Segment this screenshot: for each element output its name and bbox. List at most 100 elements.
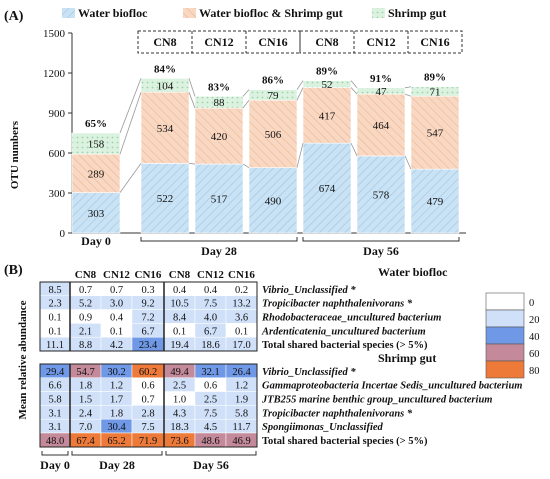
bar-segment-shrimp bbox=[71, 132, 121, 155]
bar-segment-both bbox=[356, 93, 406, 157]
heat-cell-value: 0.1 bbox=[110, 326, 123, 337]
group-label-2: CN16 bbox=[258, 35, 287, 49]
heat-cell-value: 2.5 bbox=[204, 395, 217, 406]
bar-value-label: 417 bbox=[319, 110, 336, 122]
day-label-a-2: Day 56 bbox=[363, 244, 399, 258]
day-label-a-1: Day 28 bbox=[201, 244, 237, 258]
bar-value-label: 79 bbox=[268, 90, 280, 102]
heat-cell-value: 5.8 bbox=[235, 408, 248, 419]
bar-segment-water bbox=[302, 142, 352, 234]
bar-segment-water bbox=[248, 167, 298, 234]
bar-segment-both bbox=[410, 95, 460, 170]
heat-cell-value: 1.5 bbox=[79, 395, 92, 406]
row-label: Tropicibacter naphthalenivorans * bbox=[262, 408, 413, 419]
heat-cell-value: 60.2 bbox=[139, 367, 157, 378]
y-tick-label: 600 bbox=[49, 148, 66, 160]
heat-cell-value: 7.2 bbox=[141, 313, 154, 324]
heat-cell-value: 0.4 bbox=[110, 313, 124, 324]
row-label: Rhodobacteraceae_uncultured bacterium bbox=[261, 313, 441, 324]
heat-cell-value: 18.3 bbox=[170, 422, 188, 433]
color-scale: 0 20 40 60 80 bbox=[485, 292, 540, 379]
group-label-3: CN8 bbox=[315, 35, 338, 49]
day-label-b-2: Day 56 bbox=[193, 458, 229, 472]
heat-cell-value: 29.4 bbox=[46, 367, 65, 378]
heat-cell-value: 7.5 bbox=[204, 299, 217, 310]
connector-line bbox=[296, 143, 304, 168]
bar-value-label: 158 bbox=[88, 139, 105, 151]
group-label-1: CN12 bbox=[204, 35, 233, 49]
bar-value-label: 479 bbox=[427, 196, 444, 208]
y-tick-label: 900 bbox=[49, 108, 66, 120]
panel-b-label: (B) bbox=[4, 263, 23, 278]
heat-cell-value: 0.4 bbox=[173, 285, 187, 296]
heat-cell-value: 13.2 bbox=[232, 299, 250, 310]
day-brackets-a bbox=[140, 237, 460, 242]
group-label-4: CN12 bbox=[366, 35, 395, 49]
heat-cell-value: 4.3 bbox=[173, 408, 186, 419]
heat-cell-value: 19.4 bbox=[170, 340, 189, 351]
group-label-box-right bbox=[299, 30, 463, 54]
connector-line bbox=[242, 89, 250, 97]
legend-swatch-water bbox=[62, 8, 75, 18]
connector-line bbox=[404, 86, 412, 89]
heat-cell-value: 0.2 bbox=[235, 285, 248, 296]
bar-value-label: 420 bbox=[211, 131, 228, 143]
day-label-b-1: Day 28 bbox=[99, 458, 135, 472]
heat-cell-value: 0.7 bbox=[141, 395, 154, 406]
connector-line bbox=[350, 142, 358, 157]
heat-cell-value: 0.1 bbox=[235, 326, 248, 337]
connector-line bbox=[242, 99, 250, 109]
bar-segment-water bbox=[356, 155, 406, 234]
heat-cell-value: 54.7 bbox=[76, 367, 94, 378]
heat-cell-value: 32.1 bbox=[201, 367, 219, 378]
heatmap-y-title: Mean relative abundance bbox=[17, 300, 29, 419]
row-label: Ardenticatenia_uncultured bacterium bbox=[261, 326, 426, 337]
heat-cell-value: 2.3 bbox=[48, 299, 61, 310]
percent-label: 65% bbox=[85, 118, 107, 130]
heat-cell-value: 8.4 bbox=[173, 313, 187, 324]
heat-cell-value: 3.1 bbox=[48, 422, 61, 433]
connector-line bbox=[296, 87, 304, 101]
bar-segment-shrimp bbox=[302, 80, 352, 88]
connector-line bbox=[188, 78, 196, 97]
heat-cell-value: 8.8 bbox=[79, 340, 92, 351]
heat-cell-value: 11.1 bbox=[46, 340, 64, 351]
heat-cell-value: 6.6 bbox=[48, 381, 61, 392]
heat-cell-value: 0.6 bbox=[141, 381, 154, 392]
percent-label: 86% bbox=[262, 75, 284, 87]
heat-cell-value: 2.8 bbox=[141, 408, 154, 419]
connector-line bbox=[119, 163, 142, 193]
heat-cell-value: 1.2 bbox=[110, 381, 123, 392]
heat-cell-value: 3.6 bbox=[235, 313, 248, 324]
connector-line bbox=[350, 87, 358, 95]
heat-cell-value: 46.9 bbox=[232, 436, 250, 447]
bar-value-label: 104 bbox=[157, 80, 174, 92]
section-title-shrimp: Shrimp gut bbox=[378, 351, 436, 365]
heat-cell-value: 1.8 bbox=[79, 381, 92, 392]
y-tick-label: 0 bbox=[60, 228, 66, 240]
group-label-0: CN8 bbox=[153, 35, 176, 49]
column-header: CN12 bbox=[197, 269, 224, 281]
heat-cell-value: 1.9 bbox=[235, 395, 248, 406]
column-header: CN8 bbox=[169, 269, 191, 281]
heat-cell-value: 0.1 bbox=[48, 313, 61, 324]
row-label: Total shared bacterial species (> 5%) bbox=[262, 340, 428, 351]
y-tick-label: 1200 bbox=[43, 68, 66, 80]
heat-cell-value: 48.6 bbox=[201, 436, 219, 447]
day-label-b-0: Day 0 bbox=[40, 458, 70, 472]
heat-cell-value: 23.4 bbox=[139, 340, 158, 351]
heat-cell-value: 7.5 bbox=[204, 408, 217, 419]
row-label: Gammaproteobacteria Incertae Sedis_uncul… bbox=[262, 381, 522, 392]
heat-cell-value: 0.1 bbox=[173, 326, 186, 337]
heat-cell-value: 30.2 bbox=[107, 367, 125, 378]
bar-value-label: 674 bbox=[319, 183, 336, 195]
heat-cell-value: 6.7 bbox=[141, 326, 154, 337]
legend-swatch-shrimp bbox=[372, 8, 385, 18]
percent-label: 91% bbox=[370, 73, 392, 85]
legend-label-shrimp: Shrimp gut bbox=[388, 6, 446, 20]
group-label-5: CN16 bbox=[420, 35, 449, 49]
bar-segment-shrimp bbox=[140, 78, 190, 93]
scale-swatch bbox=[485, 326, 525, 345]
heat-cell-value: 48.0 bbox=[46, 436, 64, 447]
